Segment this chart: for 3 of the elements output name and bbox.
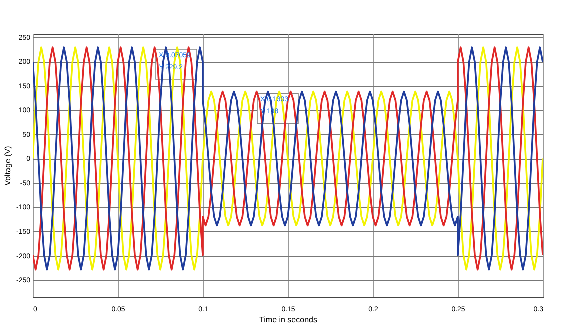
line-series: [33, 46, 543, 271]
x-axis-title: Time in seconds: [260, 316, 318, 324]
y-axis-title: Voltage (V): [3, 146, 12, 186]
